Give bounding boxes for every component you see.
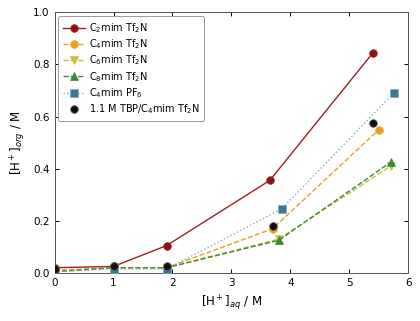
Y-axis label: [H$^+$]$_{org}$ / M: [H$^+$]$_{org}$ / M [8,110,28,175]
C$_8$mim Tf$_2$N [52,270,57,273]
C$_4$mim Tf$_2$N [164,266,169,270]
C$_6$mim Tf$_2$N [276,237,281,241]
C$_4$mim Tf$_2$N [270,227,275,230]
Line: 1.1 M TBP/C$_4$mim Tf$_2$N: 1.1 M TBP/C$_4$mim Tf$_2$N [51,119,377,273]
C$_4$mim PF$_6$ [164,267,169,271]
C$_2$mim Tf$_2$N [111,265,116,268]
C$_4$mim Tf$_2$N [111,266,116,270]
Line: C$_4$mim Tf$_2$N: C$_4$mim Tf$_2$N [51,126,383,274]
C$_2$mim Tf$_2$N [164,244,169,247]
C$_8$mim Tf$_2$N [164,266,169,270]
C$_8$mim Tf$_2$N [388,160,393,164]
1.1 M TBP/C$_4$mim Tf$_2$N [52,267,57,271]
Line: C$_6$mim Tf$_2$N: C$_6$mim Tf$_2$N [51,162,394,275]
Line: C$_8$mim Tf$_2$N: C$_8$mim Tf$_2$N [51,158,394,275]
1.1 M TBP/C$_4$mim Tf$_2$N [111,265,116,268]
1.1 M TBP/C$_4$mim Tf$_2$N [370,121,375,125]
C$_6$mim Tf$_2$N [52,270,57,273]
C$_4$mim PF$_6$ [391,91,396,95]
C$_4$mim Tf$_2$N [52,268,57,272]
C$_2$mim Tf$_2$N [370,51,375,55]
Legend: C$_2$mim Tf$_2$N, C$_4$mim Tf$_2$N, C$_6$mim Tf$_2$N, C$_8$mim Tf$_2$N, C$_4$mim: C$_2$mim Tf$_2$N, C$_4$mim Tf$_2$N, C$_6… [58,16,204,121]
C$_2$mim Tf$_2$N [52,266,57,270]
Line: C$_2$mim Tf$_2$N: C$_2$mim Tf$_2$N [51,49,377,272]
C$_6$mim Tf$_2$N [164,266,169,270]
C$_4$mim PF$_6$ [279,207,284,211]
C$_2$mim Tf$_2$N [267,178,272,182]
C$_4$mim PF$_6$ [52,270,57,273]
1.1 M TBP/C$_4$mim Tf$_2$N [270,224,275,228]
C$_6$mim Tf$_2$N [111,266,116,270]
C$_4$mim PF$_6$ [111,267,116,271]
C$_8$mim Tf$_2$N [276,239,281,242]
C$_6$mim Tf$_2$N [388,164,393,168]
1.1 M TBP/C$_4$mim Tf$_2$N [164,265,169,268]
C$_4$mim Tf$_2$N [376,128,381,132]
Line: C$_4$mim PF$_6$: C$_4$mim PF$_6$ [51,89,397,275]
C$_8$mim Tf$_2$N [111,266,116,270]
X-axis label: [H$^+$]$_{aq}$ / M: [H$^+$]$_{aq}$ / M [201,293,262,313]
